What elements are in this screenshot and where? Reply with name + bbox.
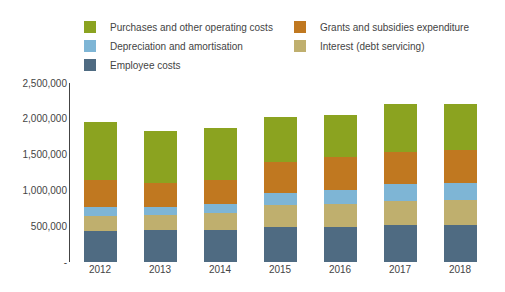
svg-text:-: - bbox=[64, 257, 67, 268]
svg-text:500,000: 500,000 bbox=[31, 221, 68, 232]
svg-text:2,000,000: 2,000,000 bbox=[23, 113, 68, 124]
svg-text:Depreciation and amortisation: Depreciation and amortisation bbox=[110, 41, 243, 52]
svg-text:2012: 2012 bbox=[89, 264, 112, 275]
svg-text:Purchases and other operating: Purchases and other operating costs bbox=[110, 22, 273, 33]
svg-text:Grants and subsidies expenditu: Grants and subsidies expenditure bbox=[320, 22, 469, 33]
svg-text:2014: 2014 bbox=[209, 264, 232, 275]
svg-text:1,000,000: 1,000,000 bbox=[23, 185, 68, 196]
svg-text:2016: 2016 bbox=[329, 264, 352, 275]
svg-text:2015: 2015 bbox=[269, 264, 292, 275]
svg-text:Employee costs: Employee costs bbox=[110, 60, 181, 71]
svg-text:Interest (debt servicing): Interest (debt servicing) bbox=[320, 41, 425, 52]
svg-text:2017: 2017 bbox=[389, 264, 412, 275]
svg-text:2,500,000: 2,500,000 bbox=[23, 78, 68, 89]
svg-text:1,500,000: 1,500,000 bbox=[23, 149, 68, 160]
svg-text:2018: 2018 bbox=[449, 264, 472, 275]
svg-text:2013: 2013 bbox=[149, 264, 172, 275]
